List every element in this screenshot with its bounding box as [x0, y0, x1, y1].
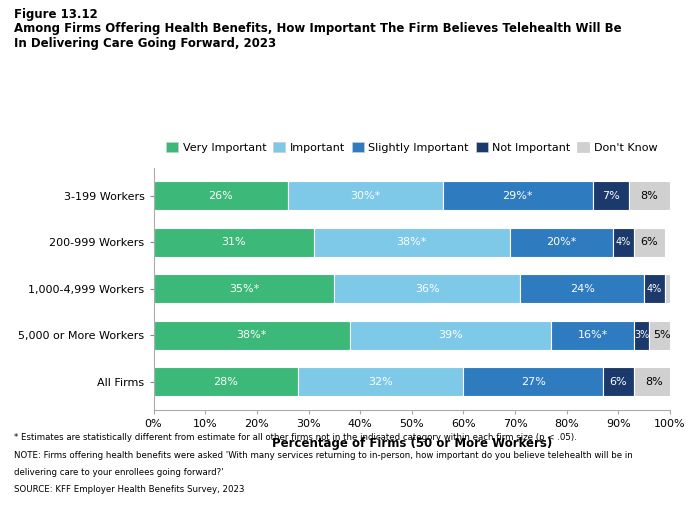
Text: 4%: 4%	[647, 284, 662, 294]
Text: 28%: 28%	[214, 376, 238, 386]
Text: * Estimates are statistically different from estimate for all other firms not in: * Estimates are statistically different …	[14, 433, 577, 442]
Bar	[154, 275, 334, 303]
Bar	[634, 228, 665, 257]
Bar	[154, 321, 350, 350]
Text: 8%: 8%	[641, 191, 658, 201]
Text: 39%: 39%	[438, 330, 463, 340]
Bar	[154, 228, 313, 257]
Bar	[443, 182, 593, 210]
Text: 20%*: 20%*	[547, 237, 577, 247]
Bar	[614, 228, 634, 257]
Bar	[551, 321, 634, 350]
Bar	[154, 182, 288, 210]
Bar	[510, 228, 614, 257]
Text: 27%: 27%	[521, 376, 546, 386]
Bar	[520, 275, 644, 303]
Text: Figure 13.12: Figure 13.12	[14, 8, 98, 21]
Text: 6%: 6%	[641, 237, 658, 247]
X-axis label: Percentage of Firms (50 or More Workers): Percentage of Firms (50 or More Workers)	[272, 437, 552, 450]
Text: 32%: 32%	[369, 376, 393, 386]
Text: 6%: 6%	[609, 376, 628, 386]
Text: 8%: 8%	[646, 376, 664, 386]
Bar	[313, 228, 510, 257]
Legend: Very Important, Important, Slightly Important, Not Important, Don't Know: Very Important, Important, Slightly Impo…	[166, 142, 658, 153]
Bar	[629, 182, 670, 210]
Bar	[634, 368, 675, 396]
Text: 24%: 24%	[570, 284, 595, 294]
Text: 29%*: 29%*	[503, 191, 533, 201]
Bar	[154, 368, 298, 396]
Text: 36%: 36%	[415, 284, 440, 294]
Text: 4%: 4%	[616, 237, 631, 247]
Bar	[463, 368, 603, 396]
Bar	[288, 182, 443, 210]
Text: 7%: 7%	[602, 191, 620, 201]
Text: 35%*: 35%*	[229, 284, 259, 294]
Text: 38%*: 38%*	[237, 330, 267, 340]
Bar	[350, 321, 551, 350]
Text: 5%: 5%	[653, 330, 671, 340]
Bar	[334, 275, 520, 303]
Text: 16%*: 16%*	[577, 330, 608, 340]
Text: NOTE: Firms offering health benefits were asked 'With many services returning to: NOTE: Firms offering health benefits wer…	[14, 452, 632, 460]
Bar	[649, 321, 675, 350]
Text: SOURCE: KFF Employer Health Benefits Survey, 2023: SOURCE: KFF Employer Health Benefits Sur…	[14, 485, 244, 494]
Text: 30%*: 30%*	[350, 191, 380, 201]
Text: 26%: 26%	[208, 191, 233, 201]
Bar	[634, 321, 649, 350]
Bar	[593, 182, 629, 210]
Text: 31%: 31%	[221, 237, 246, 247]
Text: 3%: 3%	[634, 330, 649, 340]
Text: 38%*: 38%*	[396, 237, 427, 247]
Bar	[298, 368, 463, 396]
Text: delivering care to your enrollees going forward?': delivering care to your enrollees going …	[14, 468, 223, 477]
Bar	[665, 275, 670, 303]
Bar	[603, 368, 634, 396]
Text: Among Firms Offering Health Benefits, How Important The Firm Believes Telehealth: Among Firms Offering Health Benefits, Ho…	[14, 22, 622, 35]
Text: In Delivering Care Going Forward, 2023: In Delivering Care Going Forward, 2023	[14, 37, 276, 50]
Bar	[644, 275, 665, 303]
